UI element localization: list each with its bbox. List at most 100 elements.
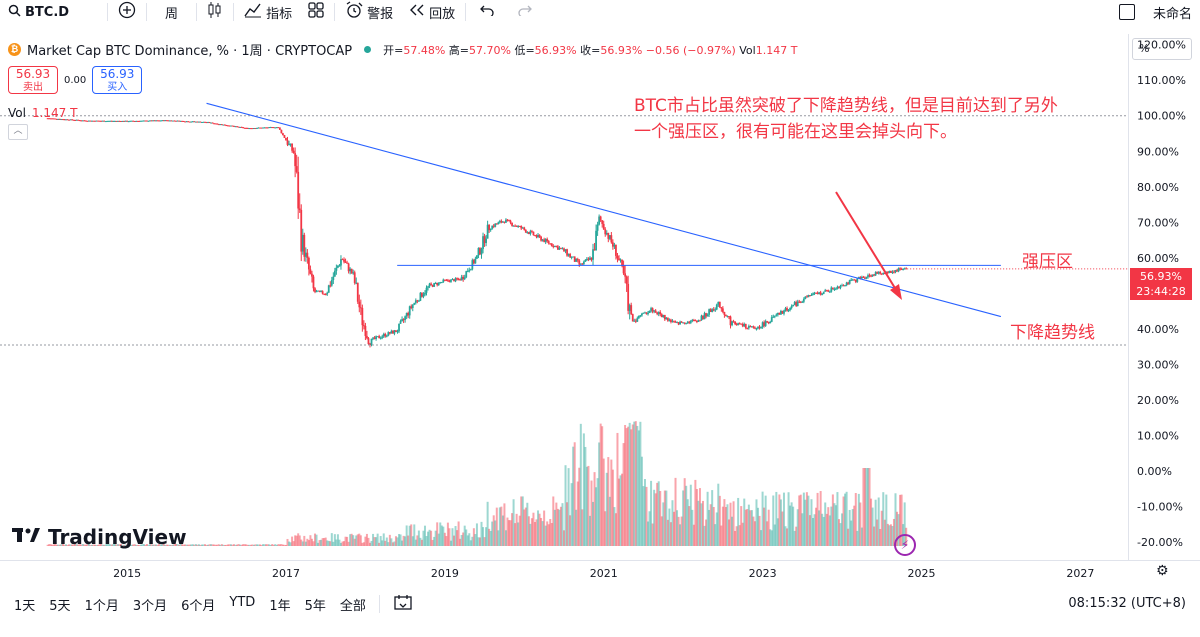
indicators-label: 指标 xyxy=(266,6,293,22)
volume-bar xyxy=(734,530,737,546)
volume-bar xyxy=(127,544,130,546)
candle-body xyxy=(705,313,707,317)
range-button[interactable]: YTD xyxy=(229,594,256,610)
volume-bar xyxy=(375,537,378,546)
range-button[interactable]: 1天 xyxy=(14,598,36,614)
volume-bar xyxy=(882,492,885,546)
volume-bar xyxy=(584,446,587,546)
candle-body xyxy=(112,120,115,122)
collapse-legend-button[interactable]: ︿ xyxy=(8,124,28,140)
settings-gear-icon[interactable]: ⚙ xyxy=(1156,563,1169,579)
undo-button[interactable] xyxy=(468,0,506,24)
candle-body xyxy=(550,243,553,247)
redo-button[interactable] xyxy=(506,0,544,24)
low-value: 56.93% xyxy=(534,43,577,57)
chart-pane[interactable] xyxy=(0,34,1128,560)
volume-bar xyxy=(86,544,89,546)
range-button[interactable]: 6个月 xyxy=(181,598,216,614)
candle-body xyxy=(699,320,701,322)
candle-body xyxy=(330,280,333,286)
volume-bar xyxy=(413,524,416,546)
buy-button[interactable]: 56.93 买入 xyxy=(92,66,143,94)
candle-body xyxy=(352,272,355,274)
volume-bar xyxy=(262,544,265,546)
range-button[interactable]: 5天 xyxy=(49,598,71,614)
candle-body xyxy=(306,252,309,258)
candle-body xyxy=(715,304,718,310)
candle-body xyxy=(445,279,448,281)
candle-body xyxy=(615,244,617,256)
volume-bar xyxy=(390,538,393,546)
volume-bar xyxy=(381,540,384,546)
volume-bar xyxy=(581,509,584,546)
candle-body xyxy=(231,125,234,127)
candle-body xyxy=(343,259,345,262)
candle-body xyxy=(558,247,561,250)
clock-display[interactable]: 08:15:32 (UTC+8) xyxy=(1068,596,1186,611)
volume-bar xyxy=(248,544,251,546)
volume-bar xyxy=(95,544,98,546)
lightning-icon[interactable]: ⚡ xyxy=(894,534,916,556)
goto-date-icon[interactable] xyxy=(386,594,420,614)
candle-body xyxy=(388,332,391,334)
candle-body xyxy=(77,119,80,121)
layout-name[interactable]: 未命名 xyxy=(1152,6,1192,22)
candle-body xyxy=(280,129,283,134)
scale-mode-box[interactable]: % xyxy=(1132,38,1192,60)
volume-bar xyxy=(744,509,747,546)
volume-bar xyxy=(339,542,342,546)
range-button[interactable]: 3个月 xyxy=(132,598,168,614)
candle-body xyxy=(366,335,368,339)
volume-bar xyxy=(506,517,509,546)
range-button[interactable]: 1个月 xyxy=(84,598,119,614)
chart-type-button[interactable] xyxy=(199,0,231,24)
interval-button[interactable]: 周 xyxy=(149,0,194,24)
annotation-text: BTC市占比虽然突破了下降趋势线，但是目前达到了另外一个强压区，很有可能在这里会… xyxy=(634,96,1058,142)
compare-button[interactable] xyxy=(110,0,144,24)
volume-bar xyxy=(614,513,617,546)
layouts-button[interactable] xyxy=(300,0,332,24)
price-axis[interactable]: 120.00% 110.00% 100.00% 90.00% 80.00% 70.00% 6… xyxy=(1128,34,1200,560)
indicators-button[interactable]: 指标 xyxy=(236,0,300,24)
candle-body xyxy=(570,256,573,258)
candle-body xyxy=(515,225,518,227)
volume-bar xyxy=(805,492,808,546)
volume-bar xyxy=(313,533,316,546)
replay-button[interactable]: 回放 xyxy=(401,0,463,24)
volume-bar xyxy=(320,539,323,546)
candle-body xyxy=(845,282,848,286)
volume-bar xyxy=(126,544,129,546)
volume-bar xyxy=(555,502,558,546)
range-button[interactable]: 全部 xyxy=(339,598,366,614)
sell-button[interactable]: 56.93 卖出 xyxy=(8,66,58,94)
volume-bar xyxy=(564,465,567,546)
volume-bar xyxy=(610,459,613,546)
volume-bar xyxy=(176,544,179,546)
volume-bar xyxy=(465,529,468,546)
time-axis[interactable]: 2015 2017 2019 2021 2023 2025 2027 xyxy=(0,560,1200,585)
candle-body xyxy=(462,276,465,280)
range-button[interactable]: 5年 xyxy=(304,598,326,614)
chart-svg[interactable] xyxy=(0,34,1128,560)
volume-bar xyxy=(593,472,596,546)
candle-body xyxy=(618,258,620,261)
candle-body xyxy=(604,229,607,235)
downtrend-line[interactable] xyxy=(206,102,1002,318)
range-button[interactable]: 1年 xyxy=(269,598,291,614)
candle-body xyxy=(202,121,205,123)
candle-body xyxy=(81,120,84,122)
candle-body xyxy=(851,279,854,281)
volume-bar xyxy=(532,512,535,546)
volume-bar xyxy=(100,544,103,546)
volume-bar xyxy=(717,483,720,546)
fullscreen-square-icon[interactable] xyxy=(1118,4,1135,20)
candle-body xyxy=(113,120,116,122)
candle-body xyxy=(538,234,541,237)
series-title[interactable]: Market Cap BTC Dominance, % · 1周 · CRYPT… xyxy=(27,44,353,59)
volume-bar xyxy=(500,506,503,546)
tradingview-logo[interactable]: TradingView xyxy=(12,525,187,549)
candle-body xyxy=(312,276,315,289)
volume-bar xyxy=(815,507,818,546)
alert-button[interactable]: 警报 xyxy=(337,0,401,24)
symbol-search[interactable]: BTC.D xyxy=(0,0,77,24)
